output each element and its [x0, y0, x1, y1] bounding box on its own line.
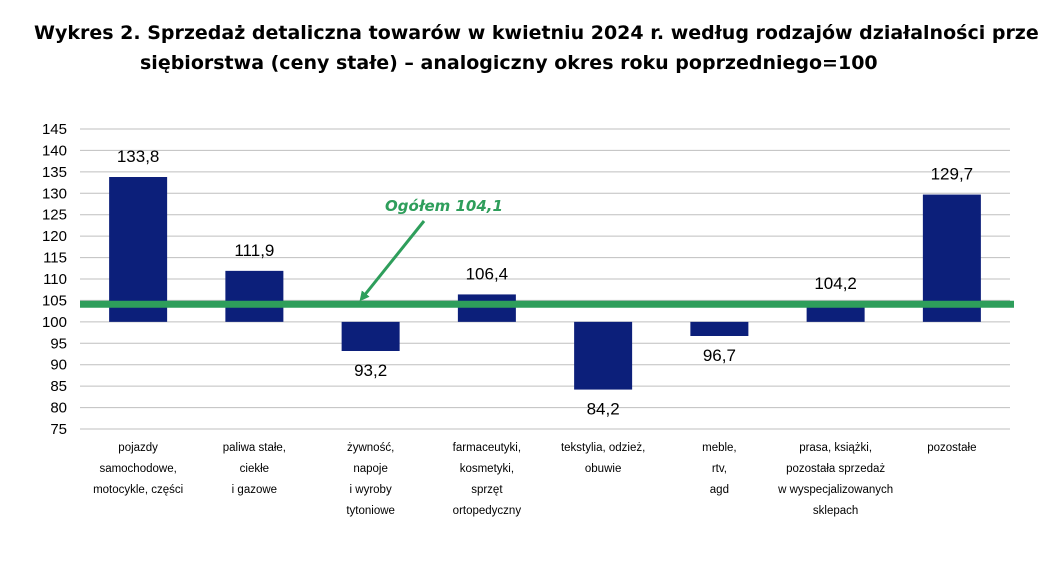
y-tick-label: 145 [42, 121, 67, 138]
category-label-line: w wyspecjalizowanych [777, 484, 893, 496]
data-label: 133,8 [117, 147, 160, 166]
category-label-line: napoje [353, 463, 388, 475]
y-tick-label: 95 [50, 335, 67, 352]
y-tick-label: 135 [42, 164, 67, 181]
bars [109, 177, 981, 390]
category-label-line: sklepach [813, 505, 858, 517]
category-label-line: samochodowe, [99, 463, 176, 475]
y-tick-label: 80 [50, 400, 67, 417]
category-label-line: farmaceutyki, [453, 442, 521, 454]
category-label-line: agd [710, 484, 729, 496]
category-label-line: pojazdy [118, 442, 158, 454]
category-label-line: żywność, [347, 442, 394, 454]
bar [341, 321, 400, 351]
category-label-line: kosmetyki, [460, 463, 514, 475]
category-label-line: tytoniowe [346, 505, 395, 517]
y-tick-label: 125 [42, 207, 67, 224]
data-label: 111,9 [234, 241, 274, 260]
category-label-line: prasa, książki, [799, 442, 872, 454]
y-tick-label: 85 [50, 378, 67, 395]
bar [225, 270, 284, 322]
chart-title: Wykres 2. Sprzedaż detaliczna towarów w … [0, 18, 1038, 78]
bar [806, 303, 865, 322]
chart-title-line-2: siębiorstwa (ceny stałe) – analogiczny o… [140, 52, 878, 74]
category-label-line: rtv, [712, 463, 727, 475]
y-tick-label: 140 [42, 142, 67, 159]
category-label-line: meble, [702, 442, 737, 454]
y-tick-label: 110 [43, 271, 67, 288]
category-label-line: pozostała sprzedaż [786, 463, 885, 475]
bar [690, 321, 749, 336]
y-tick-label: 100 [42, 314, 67, 331]
category-label-line: sprzęt [471, 484, 503, 496]
y-tick-label: 75 [50, 421, 67, 438]
bar [922, 194, 981, 322]
reference-line-group: Ogółem 104,1 [80, 197, 1014, 308]
y-tick-label: 120 [42, 228, 67, 245]
data-label: 84,2 [587, 400, 620, 419]
category-label-line: paliwa stałe, [223, 442, 286, 454]
bar [457, 294, 516, 322]
category-label: pozostałe [927, 442, 976, 454]
category-label-line: ciekłe [240, 463, 269, 475]
category-labels: pojazdy samochodowe, motocykle, części pali… [93, 442, 976, 517]
data-label: 93,2 [354, 361, 387, 380]
data-label: 129,7 [931, 165, 974, 184]
category-label: meble, rtv, agd [702, 442, 737, 496]
category-label: żywność, napoje i wyroby tytoniowe [346, 442, 395, 517]
category-label-line: obuwie [585, 463, 621, 475]
category-label: prasa, książki, pozostała sprzedaż w wyspe… [777, 442, 893, 517]
data-label: 106,4 [466, 264, 509, 283]
reference-line-label: Ogółem 104,1 [385, 197, 503, 215]
category-label: paliwa stałe, ciekłe i gazowe [223, 442, 286, 496]
y-axis: 75 80 85 90 95 100 105 110 115 120 125 130 135 140 145 [42, 121, 67, 438]
category-label: tekstylia, odzież, obuwie [561, 442, 645, 475]
bar [574, 321, 633, 390]
category-label-line: pozostałe [927, 442, 976, 454]
data-labels: 133,8 111,9 93,2 106,4 84,2 96,7 104,2 129,7 [117, 147, 973, 419]
y-tick-label: 130 [42, 185, 67, 202]
chart-title-line-1: Wykres 2. Sprzedaż detaliczna towarów w … [34, 22, 1038, 44]
gridlines [80, 128, 1010, 430]
category-label-line: motocykle, części [93, 484, 183, 496]
y-tick-label: 105 [42, 292, 67, 309]
category-label-line: i wyroby [350, 484, 392, 496]
category-label-line: i gazowe [232, 484, 277, 496]
y-tick-label: 90 [50, 357, 67, 374]
category-label: farmaceutyki, kosmetyki, sprzęt ortopedyczn… [453, 442, 522, 517]
category-label: pojazdy samochodowe, motocykle, części [93, 442, 183, 496]
bar [109, 177, 168, 322]
category-label-line: ortopedyczny [453, 505, 522, 517]
y-tick-label: 115 [43, 250, 67, 267]
category-label-line: tekstylia, odzież, [561, 442, 645, 454]
data-label: 96,7 [703, 346, 736, 365]
reference-arrow [359, 220, 426, 302]
data-label: 104,2 [814, 274, 857, 293]
